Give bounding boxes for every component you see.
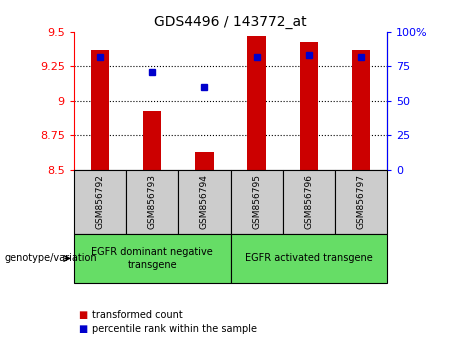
Bar	[230, 170, 283, 234]
Text: GSM856796: GSM856796	[304, 174, 313, 229]
Text: GSM856792: GSM856792	[95, 174, 104, 229]
Text: GSM856794: GSM856794	[200, 174, 209, 229]
Bar	[126, 170, 178, 234]
Text: GSM856795: GSM856795	[252, 174, 261, 229]
Bar	[352, 50, 370, 170]
Bar	[74, 234, 230, 283]
Text: percentile rank within the sample: percentile rank within the sample	[92, 324, 257, 334]
Bar	[248, 36, 266, 170]
Bar	[91, 50, 109, 170]
Text: EGFR activated transgene: EGFR activated transgene	[245, 253, 373, 263]
Bar	[178, 170, 230, 234]
Bar	[335, 170, 387, 234]
Bar	[230, 234, 387, 283]
Text: transformed count: transformed count	[92, 310, 183, 320]
Text: GSM856793: GSM856793	[148, 174, 157, 229]
Text: ■: ■	[78, 324, 88, 334]
Bar	[143, 110, 161, 170]
Text: GSM856797: GSM856797	[357, 174, 366, 229]
Bar	[300, 41, 318, 170]
Text: ■: ■	[78, 310, 88, 320]
Bar	[195, 152, 213, 170]
Text: EGFR dominant negative
transgene: EGFR dominant negative transgene	[91, 247, 213, 270]
Text: genotype/variation: genotype/variation	[5, 253, 97, 263]
Bar	[74, 170, 126, 234]
Bar	[283, 170, 335, 234]
Title: GDS4496 / 143772_at: GDS4496 / 143772_at	[154, 16, 307, 29]
